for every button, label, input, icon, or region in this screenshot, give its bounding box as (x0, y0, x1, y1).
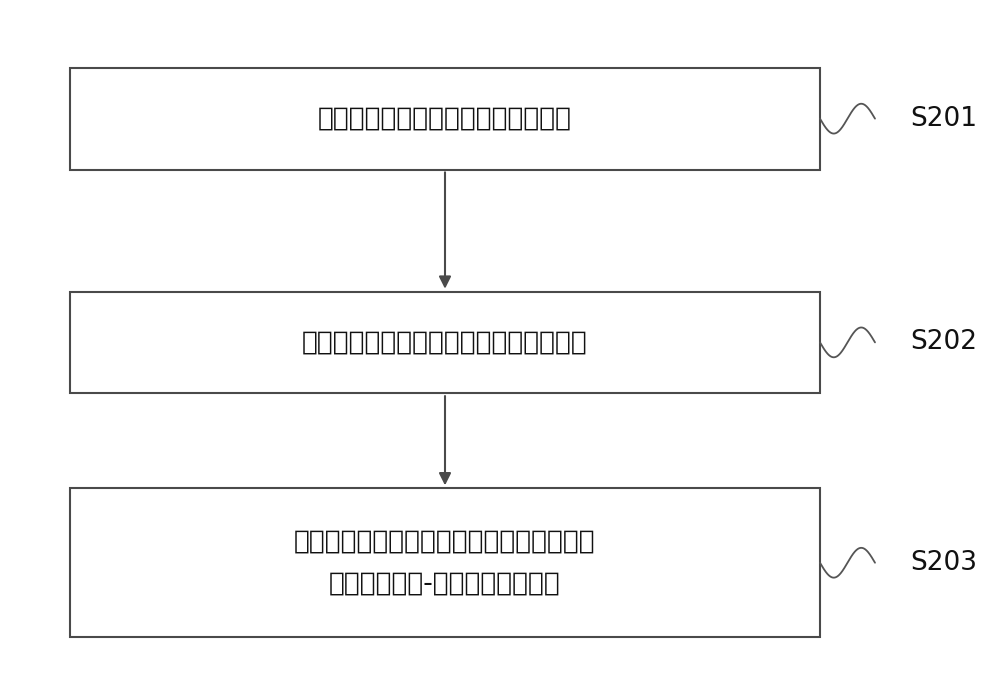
Text: 获取负极片样本的水分含量以及剥离强度: 获取负极片样本的水分含量以及剥离强度 (302, 330, 588, 355)
FancyBboxPatch shape (70, 68, 820, 170)
Text: 根据负极片样本的水分含量以及剥离强度，
建立剥离强度-水分含量特征模型: 根据负极片样本的水分含量以及剥离强度， 建立剥离强度-水分含量特征模型 (294, 529, 596, 597)
FancyBboxPatch shape (70, 292, 820, 393)
Text: S202: S202 (910, 330, 977, 355)
Text: S201: S201 (910, 106, 977, 132)
Text: S203: S203 (910, 550, 977, 576)
Text: 在待检测负极片群中获取负极片样本: 在待检测负极片群中获取负极片样本 (318, 106, 572, 132)
FancyBboxPatch shape (70, 488, 820, 637)
